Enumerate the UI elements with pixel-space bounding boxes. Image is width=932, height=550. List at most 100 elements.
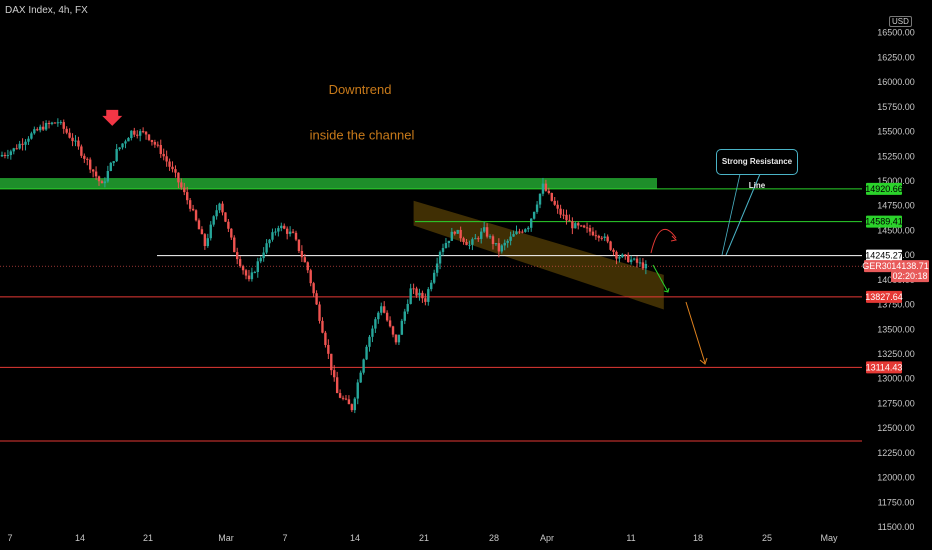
candle-body <box>391 326 395 335</box>
candle <box>541 177 545 197</box>
candle-body <box>224 212 227 222</box>
candle-body <box>247 275 251 280</box>
candle-body <box>138 131 142 136</box>
candle <box>571 217 574 235</box>
candle-body <box>491 236 495 245</box>
x-tick-label: 11 <box>626 533 635 543</box>
candle-body <box>53 122 57 124</box>
candle <box>556 200 559 214</box>
candle <box>506 239 509 248</box>
candle-body <box>283 225 286 229</box>
candle <box>3 152 7 159</box>
candle <box>236 247 239 265</box>
candle-body <box>632 258 636 260</box>
y-tick-label: 11750.00 <box>878 497 915 507</box>
green-down-arrow-head <box>663 287 670 293</box>
candle <box>482 221 486 233</box>
candle <box>115 144 118 163</box>
candle <box>106 165 110 183</box>
candle-body <box>121 143 124 148</box>
candle-body <box>206 238 209 247</box>
price-tag-label: 14245.27 <box>865 251 903 261</box>
candle-body <box>136 134 139 136</box>
candle <box>512 230 515 237</box>
candle <box>412 283 415 295</box>
candle <box>153 139 157 148</box>
candle-body <box>559 208 562 215</box>
candle <box>356 379 359 405</box>
candle <box>456 229 459 234</box>
candle <box>324 330 327 348</box>
y-tick-label: 11500.00 <box>878 522 915 532</box>
candle <box>377 311 380 324</box>
candle <box>562 209 565 220</box>
price-tag: 14245.27 <box>865 249 903 262</box>
candle <box>309 268 312 287</box>
candle-body <box>238 259 242 267</box>
chart-title: DAX Index, 4h, FX <box>5 5 88 16</box>
y-tick-label: 13500.00 <box>877 324 915 334</box>
candle <box>521 229 524 234</box>
candle <box>600 235 603 241</box>
candle <box>183 182 186 196</box>
candle <box>638 257 642 267</box>
candle <box>612 248 615 256</box>
candle-body <box>362 359 365 373</box>
candle-body <box>612 249 615 252</box>
candle <box>427 287 430 306</box>
candle <box>391 325 395 338</box>
symbol-tag-bg <box>864 260 891 273</box>
candle <box>624 254 627 260</box>
price-tag-bg <box>866 182 902 195</box>
y-tick-label: 14750.00 <box>877 201 915 211</box>
candle <box>591 227 595 237</box>
candle <box>6 149 10 159</box>
candle <box>186 186 189 205</box>
y-tick-label: 14500.00 <box>877 225 915 235</box>
candle <box>124 139 127 149</box>
candle-body <box>168 161 171 167</box>
candle-body <box>341 397 345 399</box>
candle-body <box>418 292 421 296</box>
candle-body <box>553 200 556 205</box>
candle <box>485 223 489 239</box>
candle <box>280 222 283 232</box>
candle <box>635 256 639 268</box>
candle <box>468 240 471 250</box>
candle <box>47 120 51 129</box>
x-tick-label: 18 <box>693 533 703 543</box>
candle <box>438 250 442 270</box>
candle <box>632 257 636 261</box>
candle-body <box>221 203 224 213</box>
y-tick-label: 15500.00 <box>877 127 915 137</box>
x-tick-label: Mar <box>218 533 234 543</box>
candle <box>597 234 601 242</box>
candle-body <box>50 122 54 124</box>
candle-body <box>374 319 377 329</box>
candle <box>53 122 57 124</box>
y-tick-label: 15000.00 <box>877 176 915 186</box>
candle-body <box>530 218 533 228</box>
candle <box>582 224 586 229</box>
candle-body <box>344 398 348 400</box>
candle <box>21 138 24 151</box>
candle <box>406 299 409 315</box>
candle <box>194 209 198 222</box>
candle <box>488 234 492 239</box>
candle <box>330 353 333 376</box>
candle-body <box>591 231 595 236</box>
candle-body <box>130 130 133 139</box>
candle <box>36 127 39 132</box>
candle <box>321 317 324 334</box>
candle <box>197 218 201 230</box>
callout-pointer-2 <box>721 173 741 256</box>
candle <box>341 395 345 401</box>
candle <box>603 233 606 242</box>
currency-badge[interactable]: USD <box>889 16 912 27</box>
candle-body <box>156 144 160 146</box>
candle-body <box>186 192 189 201</box>
candle <box>362 358 365 375</box>
candle-body <box>371 328 374 337</box>
candle <box>50 121 54 126</box>
